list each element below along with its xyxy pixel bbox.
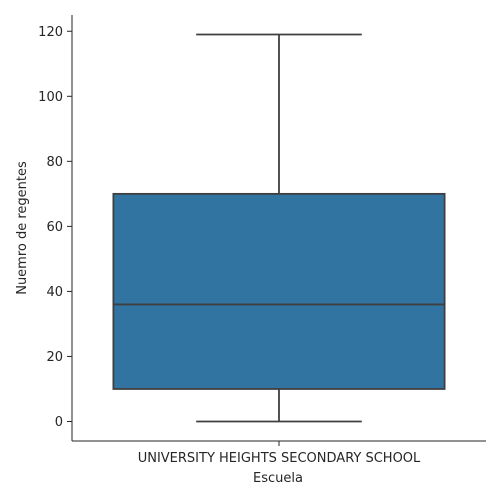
y-tick-label: 20 (46, 350, 63, 365)
box-group (112, 33, 446, 423)
x-ticks: UNIVERSITY HEIGHTS SECONDARY SCHOOL (138, 441, 421, 466)
y-tick-label: 60 (46, 220, 63, 235)
y-tick-label: 40 (46, 285, 63, 300)
x-tick-label: UNIVERSITY HEIGHTS SECONDARY SCHOOL (138, 451, 421, 466)
plot-area (112, 33, 446, 423)
y-tick-label: 120 (38, 25, 63, 40)
y-axis-label: Nuemro de regentes (15, 161, 30, 295)
y-tick-label: 80 (46, 155, 63, 170)
iqr-box (112, 192, 446, 390)
x-axis-label: Escuela (253, 471, 303, 486)
y-ticks: 0 20 40 60 80 100 120 (38, 25, 72, 430)
y-tick-label: 0 (55, 415, 63, 430)
y-tick-label: 100 (38, 90, 63, 105)
